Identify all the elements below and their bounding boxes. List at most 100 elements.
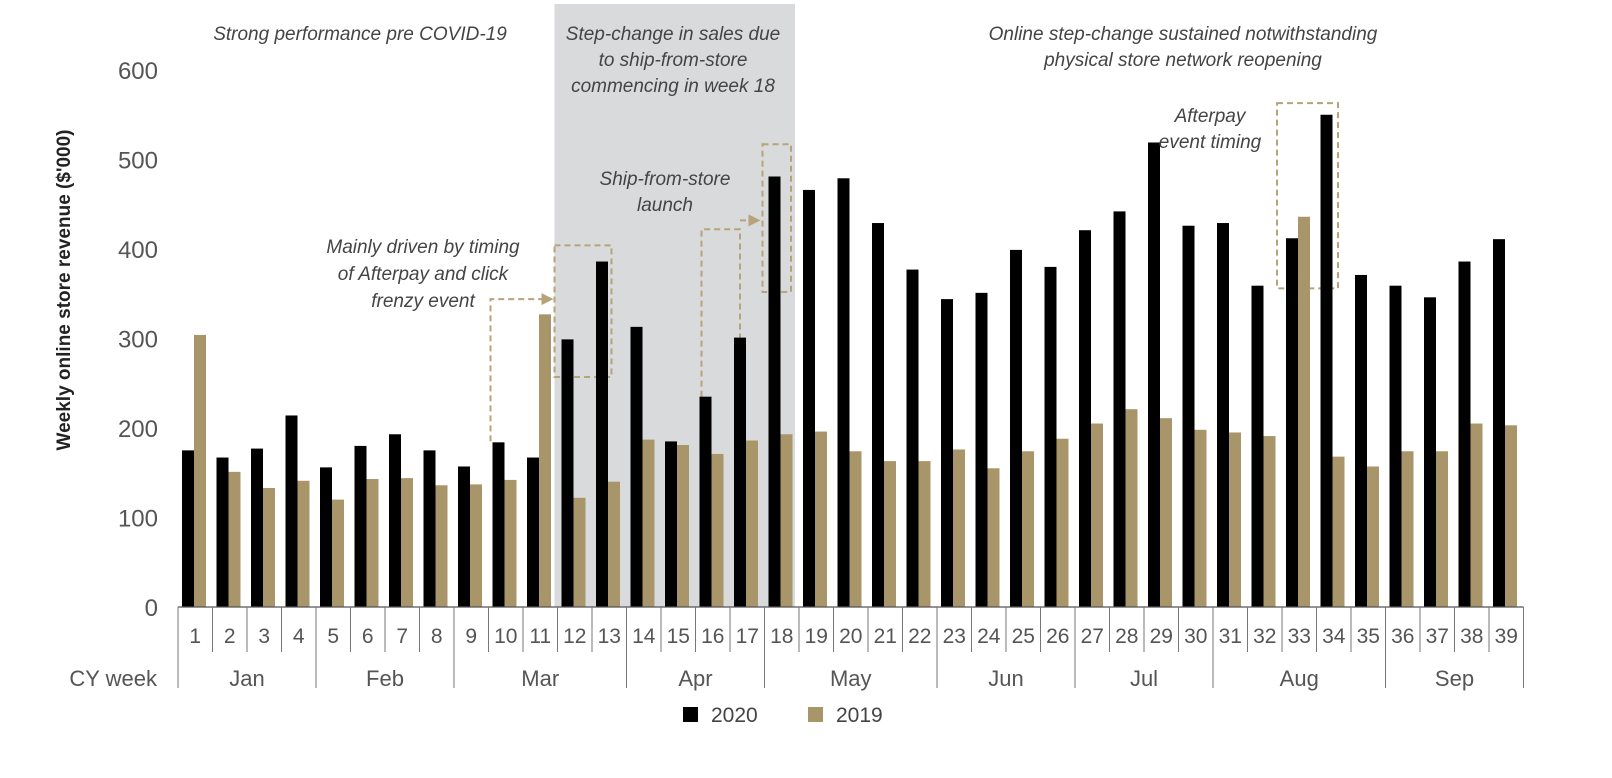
week-tick-label: 22 — [908, 625, 931, 648]
bar-2020-week-12 — [561, 339, 574, 607]
week-tick-label: 23 — [943, 625, 966, 648]
bar-2020-week-38 — [1458, 261, 1471, 607]
annotation-ship-from-store: launch — [637, 195, 693, 216]
bar-2019-week-35 — [1367, 466, 1379, 607]
bar-2020-week-39 — [1493, 239, 1505, 607]
bar-2020-week-28 — [1113, 211, 1126, 607]
week-tick-label: 32 — [1253, 625, 1276, 648]
bar-2020-week-23 — [941, 299, 953, 607]
week-tick-label: 16 — [701, 625, 724, 648]
bar-2020-week-4 — [285, 415, 298, 607]
bar-2019-week-13 — [608, 481, 620, 607]
bar-2020-week-30 — [1182, 225, 1195, 608]
bar-2019-week-24 — [987, 468, 1000, 607]
week-tick-label: 8 — [431, 625, 443, 648]
bar-2019-week-5 — [332, 499, 344, 607]
bar-2019-week-39 — [1505, 425, 1517, 607]
y-tick-label: 600 — [118, 58, 158, 85]
y-tick-label: 300 — [118, 327, 158, 354]
legend-label-2019: 2019 — [836, 704, 883, 727]
bar-2020-week-35 — [1355, 274, 1367, 607]
bar-2019-week-2 — [228, 471, 241, 607]
highlight-box-weeks-12-13 — [553, 244, 613, 378]
annotation-pre-covid: Strong performance pre COVID-19 — [213, 24, 507, 45]
bar-2020-week-37 — [1424, 297, 1436, 607]
bar-2019-week-16 — [711, 453, 724, 607]
y-tick-label: 0 — [145, 595, 158, 622]
bar-2019-week-33 — [1298, 216, 1310, 607]
month-label: Apr — [678, 666, 712, 691]
bar-2019-week-8 — [435, 485, 448, 607]
y-tick-label: 100 — [118, 506, 158, 533]
bars-group — [182, 114, 1517, 608]
bar-2019-week-7 — [401, 478, 413, 607]
bar-2020-week-8 — [423, 450, 436, 607]
bar-2020-week-15 — [665, 441, 677, 607]
arrow-line-mainly-driven — [489, 298, 543, 442]
week-tick-label: 1 — [189, 625, 201, 648]
bar-2020-week-1 — [182, 450, 194, 607]
week-tick-label: 33 — [1288, 625, 1311, 648]
annotation-sustained: Online step-change sustained notwithstan… — [989, 24, 1378, 45]
highlight-box-weeks-33-34 — [1276, 102, 1339, 290]
bracket-ship-from-store — [700, 228, 741, 397]
week-tick-label: 4 — [293, 625, 305, 648]
bar-2020-week-33 — [1286, 238, 1298, 607]
week-tick-label: 10 — [494, 625, 517, 648]
bar-2019-week-12 — [573, 497, 586, 607]
bar-2019-week-14 — [642, 439, 655, 607]
week-tick-label: 15 — [667, 625, 690, 648]
bar-2020-week-9 — [458, 466, 470, 607]
y-tick-label: 500 — [118, 148, 158, 175]
annotation-sustained: physical store network reopening — [1043, 50, 1322, 71]
week-tick-label: 7 — [396, 625, 408, 648]
week-tick-label: 38 — [1460, 625, 1483, 648]
bar-2020-week-20 — [837, 178, 850, 608]
bar-2019-week-28 — [1125, 409, 1138, 607]
month-label: Sep — [1435, 666, 1474, 691]
arrow-head-ship-from-store — [748, 214, 761, 227]
month-label: Jan — [229, 666, 264, 691]
week-tick-label: 20 — [839, 625, 862, 648]
week-tick-label: 31 — [1219, 625, 1242, 648]
bar-2019-week-4 — [297, 480, 310, 607]
bar-2020-week-31 — [1217, 223, 1229, 608]
bar-2019-week-9 — [470, 484, 482, 607]
week-tick-label: 26 — [1046, 625, 1069, 648]
week-tick-label: 29 — [1150, 625, 1173, 648]
y-tick-label: 400 — [118, 237, 158, 264]
week-tick-label: 13 — [598, 625, 621, 648]
week-tick-label: 2 — [224, 625, 236, 648]
week-tick-label: 36 — [1391, 625, 1414, 648]
week-tick-label: 24 — [977, 625, 1001, 648]
bar-2019-week-19 — [815, 431, 827, 607]
bar-2019-week-25 — [1022, 451, 1034, 607]
week-tick-label: 18 — [770, 625, 793, 648]
week-tick-label: 12 — [563, 625, 586, 648]
y-axis: 0 100 200 300 400 500 600 — [118, 58, 158, 622]
annotations: Strong performance pre COVID-19 Step-chan… — [213, 24, 1378, 312]
y-axis-title: Weekly online store revenue ($'000) — [54, 130, 75, 451]
bar-2020-week-3 — [251, 448, 263, 607]
week-tick-label: 37 — [1426, 625, 1449, 648]
bar-2020-week-16 — [699, 396, 712, 607]
bar-2019-week-15 — [677, 445, 689, 607]
month-label: Aug — [1280, 666, 1319, 691]
bar-2019-week-27 — [1091, 423, 1103, 607]
week-tick-label: 5 — [327, 625, 339, 648]
annotation-step-change: commencing in week 18 — [571, 76, 775, 97]
annotation-afterpay-timing: Afterpay — [1174, 106, 1247, 127]
annotation-mainly-driven: of Afterpay and click — [338, 264, 510, 285]
bar-2020-week-14 — [630, 326, 643, 607]
bar-2020-week-11 — [527, 457, 539, 607]
annotation-ship-from-store: Ship-from-store — [600, 169, 731, 190]
x-axis: 1 2 3 4 5 6 7 8 9 10 11 12 13 14 15 16 17 18 19 20 21 22 23 24 2… — [177, 606, 1524, 691]
week-tick-label: 21 — [874, 625, 897, 648]
arrow-head-mainly-driven — [541, 293, 554, 306]
bar-2019-week-36 — [1401, 451, 1414, 607]
bar-2019-week-31 — [1229, 432, 1241, 607]
week-tick-label: 17 — [736, 625, 759, 648]
bar-2020-week-2 — [216, 457, 229, 607]
bar-2020-week-34 — [1320, 114, 1333, 607]
bar-2019-week-1 — [194, 334, 206, 607]
